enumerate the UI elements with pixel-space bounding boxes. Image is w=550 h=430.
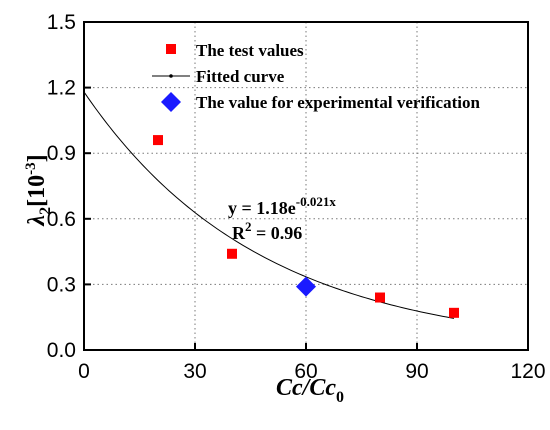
y-axis-title-bracket-close: ]: [24, 154, 50, 162]
r-squared-exponent: 2: [245, 219, 252, 234]
y-axis-title-bracket: [10: [24, 175, 50, 207]
x-axis-title-sub: 0: [336, 389, 344, 406]
grid-lines: [84, 22, 528, 350]
y-axis-title: λ2[10-3]: [23, 154, 54, 226]
y-axis-title-sub: 2: [37, 207, 54, 215]
y-tick-label: 1.2: [47, 77, 76, 100]
y-axis-title-lambda: λ: [24, 215, 50, 227]
legend-label-verification-value: The value for experimental verification: [196, 93, 480, 112]
test-value-point: [375, 292, 385, 303]
x-tick-label: 0: [78, 360, 90, 383]
test-value-point: [153, 135, 163, 146]
x-axis-title: Cc/Cc0: [276, 375, 344, 406]
tick-labels: 0 30 60 90 120 0.0 0.3 0.6 0.9 1.2 1.5: [47, 11, 546, 383]
r-squared: R2 = 0.96: [232, 219, 302, 243]
legend-marker-verification-value: [161, 92, 181, 112]
legend: The test values Fitted curve The value f…: [152, 41, 480, 112]
y-tick-label: 0.0: [47, 339, 76, 362]
legend-marker-fitted-curve-dot: [169, 74, 173, 78]
r-squared-value: = 0.96: [252, 223, 303, 243]
fitted-curve-layer: [83, 91, 455, 319]
x-tick-label: 90: [405, 360, 428, 383]
y-tick-label: 0.6: [47, 208, 76, 231]
x-axis-title-main: Cc/Cc: [276, 375, 336, 401]
data-points: [153, 135, 459, 318]
plot-frame: [83, 21, 529, 351]
x-tick-label: 30: [183, 360, 206, 383]
legend-marker-test-values: [166, 44, 176, 54]
y-axis-title-exponent: -3: [23, 162, 39, 175]
test-value-point: [227, 248, 237, 259]
y-tick-label: 0.3: [47, 273, 76, 296]
r-squared-r: R: [232, 223, 246, 243]
test-value-point: [449, 307, 459, 318]
verification-point: [296, 276, 316, 297]
y-tick-label: 1.5: [47, 11, 76, 34]
fit-equation-main: y = 1.18e: [228, 198, 296, 218]
fitted-curve-line: [83, 91, 455, 319]
axis-ticks: [83, 21, 529, 351]
fit-equation-exponent: -0.021x: [296, 194, 337, 209]
fit-equation: y = 1.18e-0.021x: [228, 194, 336, 218]
x-tick-label: 60: [294, 360, 317, 383]
legend-label-fitted-curve: Fitted curve: [196, 67, 285, 86]
y-tick-label: 0.9: [47, 142, 76, 165]
legend-label-test-values: The test values: [196, 41, 304, 60]
x-tick-label: 120: [510, 360, 545, 383]
